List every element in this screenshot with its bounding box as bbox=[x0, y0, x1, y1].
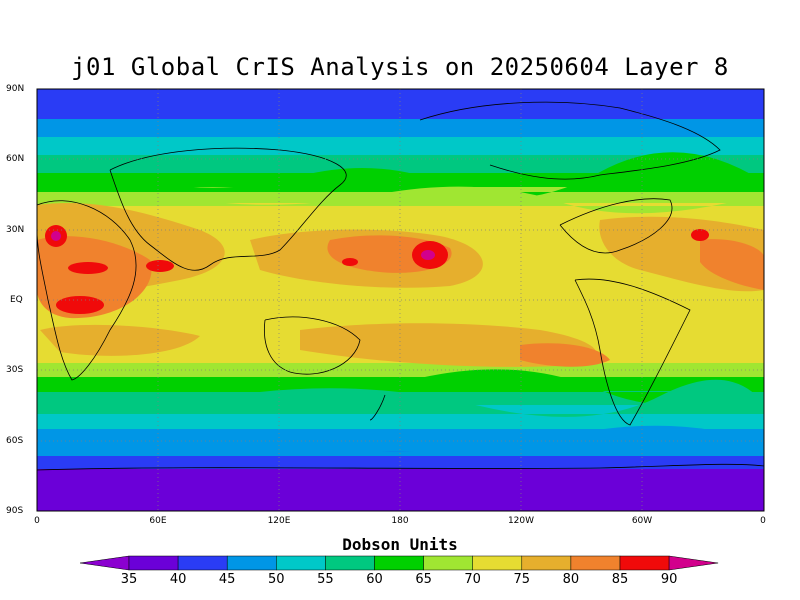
map-field bbox=[37, 89, 764, 511]
colorbar-low-arrow bbox=[79, 555, 130, 571]
colorbar-swatch bbox=[226, 555, 277, 571]
colorbar-tick-label: 85 bbox=[611, 572, 629, 587]
lat-label-90n: 90N bbox=[6, 84, 25, 94]
colorbar-swatch bbox=[521, 555, 572, 571]
colorbar-tick-label: 45 bbox=[218, 572, 236, 587]
lat-label-90s: 90S bbox=[6, 506, 24, 516]
colorbar-tick-label: 55 bbox=[317, 572, 334, 587]
lat-label-30s: 30S bbox=[6, 365, 24, 375]
colorbar-swatch bbox=[423, 555, 473, 571]
colorbar-tick-label: 70 bbox=[464, 572, 481, 587]
lon-label-180: 180 bbox=[391, 516, 409, 526]
lat-label-30n: 30N bbox=[6, 225, 25, 235]
colorbar-swatch bbox=[570, 555, 621, 571]
lon-label-60e: 60E bbox=[149, 516, 167, 526]
lat-label-60s: 60S bbox=[6, 436, 24, 446]
map-title: j01 Global CrIS Analysis on 20250604 Lay… bbox=[71, 53, 729, 81]
colorbar-swatch bbox=[325, 555, 375, 571]
lon-label-0: 0 bbox=[34, 516, 40, 526]
colorbar-swatch bbox=[276, 555, 326, 571]
colorbar-tick-label: 90 bbox=[660, 572, 678, 587]
lat-label-60n: 60N bbox=[6, 154, 25, 164]
colorbar-tick-label: 65 bbox=[415, 572, 432, 587]
colorbar-swatch bbox=[177, 555, 228, 571]
colorbar-tick-label: 35 bbox=[120, 572, 138, 587]
lon-label-120w: 120W bbox=[507, 516, 535, 526]
colorbar-swatch bbox=[128, 555, 179, 571]
colorbar-tick-label: 50 bbox=[268, 572, 285, 587]
lat-label-eq: EQ bbox=[10, 295, 23, 305]
colorbar-tick-label: 40 bbox=[169, 572, 187, 587]
colorbar-tick-label: 60 bbox=[366, 572, 383, 587]
colorbar bbox=[79, 555, 719, 571]
lon-label-60w: 60W bbox=[631, 516, 653, 526]
colorbar-swatch bbox=[619, 555, 670, 571]
colorbar-swatch bbox=[374, 555, 424, 571]
lon-label-0-east: 0 bbox=[760, 516, 766, 526]
colorbar-tick-label: 80 bbox=[562, 572, 580, 587]
coastlines bbox=[37, 101, 764, 471]
colorbar-tick-label: 75 bbox=[513, 572, 531, 587]
colorbar-high-arrow bbox=[668, 555, 719, 571]
map-frame bbox=[36, 88, 765, 512]
lon-label-120e: 120E bbox=[267, 516, 291, 526]
colorbar-swatch bbox=[472, 555, 523, 571]
colorbar-title: Dobson Units bbox=[342, 535, 458, 554]
